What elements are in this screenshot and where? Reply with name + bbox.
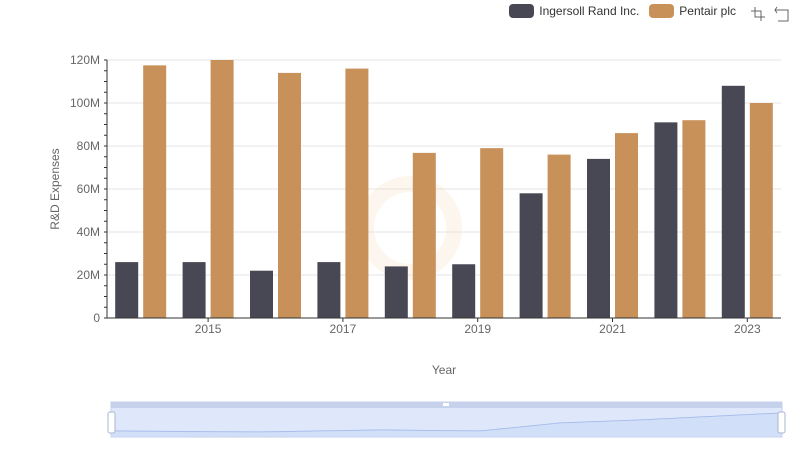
legend-swatch-pentair <box>649 4 675 18</box>
bar-pentair-2021[interactable] <box>615 133 638 318</box>
bar-pentair-2015[interactable] <box>210 60 234 318</box>
bar-ingersoll-2016[interactable] <box>250 270 273 318</box>
legend-item-ingersoll[interactable]: Ingersoll Rand Inc. <box>509 4 639 18</box>
zoom-icon[interactable] <box>750 6 766 22</box>
watermark <box>358 176 462 280</box>
zoom-handle-right[interactable] <box>777 411 786 434</box>
bar-ingersoll-2014[interactable] <box>115 262 139 318</box>
y-tick-label: 100M <box>70 96 100 110</box>
bar-ingersoll-2017[interactable] <box>317 262 341 318</box>
bar-ingersoll-2022[interactable] <box>654 122 678 318</box>
bar-pentair-2023[interactable] <box>749 103 773 318</box>
data-zoom-slider[interactable] <box>107 401 786 438</box>
toolbox <box>750 6 790 22</box>
bar-ingersoll-2021[interactable] <box>587 158 610 318</box>
bars-layer <box>115 60 773 319</box>
bar-pentair-2022[interactable] <box>682 120 706 318</box>
bar-ingersoll-2020[interactable] <box>519 193 543 318</box>
bar-ingersoll-2015[interactable] <box>182 262 206 318</box>
bar-ingersoll-2023[interactable] <box>721 85 745 318</box>
legend-swatch-ingersoll <box>509 4 535 18</box>
zoom-preview-area <box>111 413 782 437</box>
restore-icon[interactable] <box>774 6 790 22</box>
x-axis-title: Year <box>432 363 456 377</box>
zoom-grip[interactable] <box>443 403 449 406</box>
y-tick-label: 60M <box>77 182 100 196</box>
x-tick-label: 2021 <box>599 322 626 336</box>
y-tick-label: 20M <box>77 268 100 282</box>
zoom-handle-left[interactable] <box>107 411 116 434</box>
bar-ingersoll-2019[interactable] <box>452 264 476 318</box>
x-tick-label: 2017 <box>330 322 357 336</box>
legend: Ingersoll Rand Inc. Pentair plc <box>509 4 736 18</box>
bar-pentair-2017[interactable] <box>345 68 369 318</box>
x-tick-label: 2015 <box>195 322 222 336</box>
y-axis-title: R&D Expenses <box>48 148 62 229</box>
x-tick-label: 2019 <box>464 322 491 336</box>
bar-pentair-2014[interactable] <box>143 65 167 318</box>
y-tick-label: 120M <box>70 53 100 67</box>
bar-pentair-2019[interactable] <box>480 148 504 318</box>
legend-label-pentair: Pentair plc <box>679 4 736 18</box>
y-tick-label: 80M <box>77 139 100 153</box>
y-tick-label: 0 <box>93 311 100 325</box>
bar-pentair-2020[interactable] <box>547 154 571 318</box>
legend-label-ingersoll: Ingersoll Rand Inc. <box>539 4 640 18</box>
bar-pentair-2018[interactable] <box>412 152 436 318</box>
legend-item-pentair[interactable]: Pentair plc <box>649 4 736 18</box>
axis-layer: 0 20M 40M 60M 80M 100M 120M 2015 2017 2019 2021 202… <box>70 53 781 336</box>
y-tick-label: 40M <box>77 225 100 239</box>
bar-ingersoll-2018[interactable] <box>384 266 408 318</box>
x-tick-label: 2023 <box>734 322 761 336</box>
bar-pentair-2016[interactable] <box>278 72 301 319</box>
